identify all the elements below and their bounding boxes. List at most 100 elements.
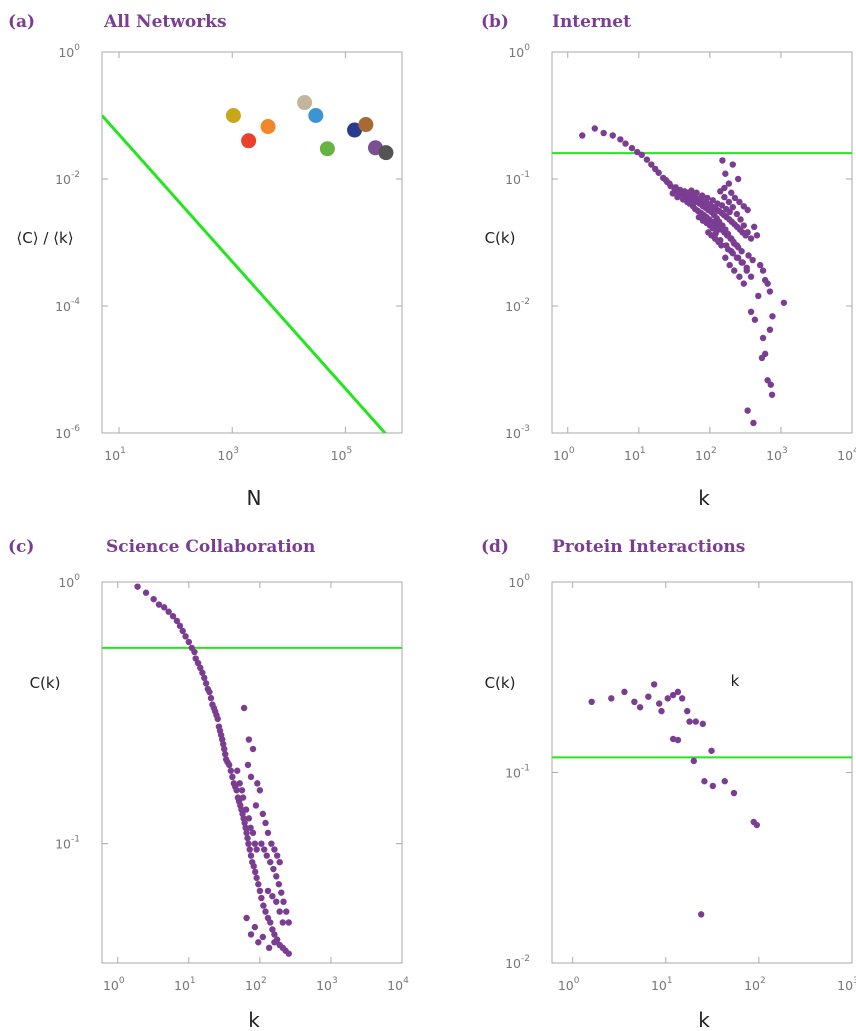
- y-tick-exponent: -2: [521, 954, 530, 964]
- data-point: [276, 908, 283, 915]
- data-point: [738, 248, 745, 255]
- data-point: [278, 889, 285, 896]
- data-point: [764, 280, 771, 287]
- data-point: [265, 944, 273, 952]
- x-tick-label: 102: [245, 976, 267, 993]
- y-tick-exponent: 0: [524, 43, 530, 53]
- plot-data-group: [102, 95, 394, 433]
- x-tick-base: 10: [651, 978, 667, 993]
- data-point: [733, 242, 741, 249]
- data-point: [726, 208, 733, 216]
- panel-title: All Networks: [103, 12, 227, 32]
- x-tick-base: 10: [217, 448, 233, 463]
- data-point: [724, 246, 732, 253]
- y-tick-label: 100: [508, 573, 530, 590]
- y-tick-exponent: 0: [74, 573, 80, 583]
- x-tick-base: 10: [837, 448, 853, 463]
- data-point: [742, 232, 749, 239]
- data-point: [271, 846, 278, 853]
- data-point: [275, 881, 283, 888]
- data-point: [242, 824, 249, 832]
- data-point: [234, 767, 241, 774]
- x-tick-base: 10: [837, 978, 853, 993]
- data-point: [759, 267, 767, 274]
- data-point: [285, 950, 292, 957]
- data-point: [239, 794, 247, 801]
- y-tick-exponent: -1: [521, 170, 530, 180]
- data-point: [743, 264, 750, 271]
- y-tick-label: 100: [58, 573, 80, 590]
- data-point: [253, 846, 260, 853]
- data-point: [709, 782, 717, 790]
- network-point: [347, 122, 363, 138]
- y-tick-label: 10-1: [505, 764, 530, 781]
- data-point: [247, 824, 254, 832]
- data-point: [747, 308, 755, 316]
- data-point: [243, 914, 250, 922]
- y-tick-label: 10-4: [55, 297, 80, 314]
- data-point: [247, 773, 255, 781]
- x-tick-exponent: 4: [853, 446, 856, 456]
- data-point: [650, 681, 658, 688]
- data-point: [245, 815, 253, 822]
- data-point: [753, 821, 761, 829]
- plot-data-group: [102, 583, 402, 957]
- data-point: [664, 695, 671, 702]
- data-point: [247, 852, 255, 859]
- data-point: [768, 391, 776, 398]
- data-point: [264, 829, 272, 837]
- y-axis-label: C(k): [485, 674, 516, 692]
- y-tick-base: 10: [508, 575, 524, 590]
- data-point: [755, 292, 762, 300]
- x-tick-exponent: 0: [574, 976, 580, 986]
- network-point: [378, 145, 394, 161]
- y-tick-exponent: 0: [524, 573, 530, 583]
- x-tick-base: 10: [558, 978, 574, 993]
- data-point: [271, 939, 278, 946]
- data-point: [279, 919, 286, 926]
- data-point: [249, 745, 257, 753]
- x-tick-exponent: 3: [782, 446, 788, 456]
- y-tick-label: 10-2: [505, 954, 530, 971]
- data-point: [669, 691, 677, 699]
- data-point: [220, 740, 227, 748]
- x-tick-label: 103: [766, 446, 788, 463]
- y-tick-exponent: -3: [521, 424, 530, 434]
- data-point: [740, 222, 747, 229]
- data-point: [273, 852, 281, 859]
- x-tick-label: 102: [695, 446, 717, 463]
- data-point: [256, 887, 264, 895]
- data-point: [751, 316, 759, 323]
- plot-data-group: [552, 125, 852, 427]
- data-point: [721, 184, 728, 192]
- data-point: [206, 688, 213, 696]
- data-point: [262, 819, 269, 827]
- x-tick-base: 10: [104, 448, 120, 463]
- x-tick-base: 10: [695, 448, 711, 463]
- x-tick-base: 10: [174, 978, 190, 993]
- data-point: [721, 778, 728, 785]
- data-point: [245, 736, 253, 743]
- data-point: [767, 381, 775, 388]
- data-point: [197, 664, 204, 672]
- data-point: [267, 858, 274, 866]
- data-point: [242, 806, 250, 813]
- data-point: [251, 840, 259, 847]
- x-tick-exponent: 0: [569, 446, 575, 456]
- plot-frame: [551, 581, 853, 964]
- data-point: [591, 125, 598, 132]
- data-point: [744, 206, 751, 214]
- data-point: [725, 180, 733, 187]
- y-tick-label: 100: [58, 43, 80, 60]
- data-point: [722, 254, 729, 261]
- data-point: [737, 216, 744, 223]
- data-point: [246, 846, 253, 853]
- data-point: [648, 161, 655, 168]
- data-point: [747, 235, 755, 242]
- y-tick-label: 10-3: [505, 424, 530, 441]
- data-point: [643, 156, 651, 163]
- data-point: [259, 810, 267, 818]
- y-tick-base: 10: [55, 426, 71, 441]
